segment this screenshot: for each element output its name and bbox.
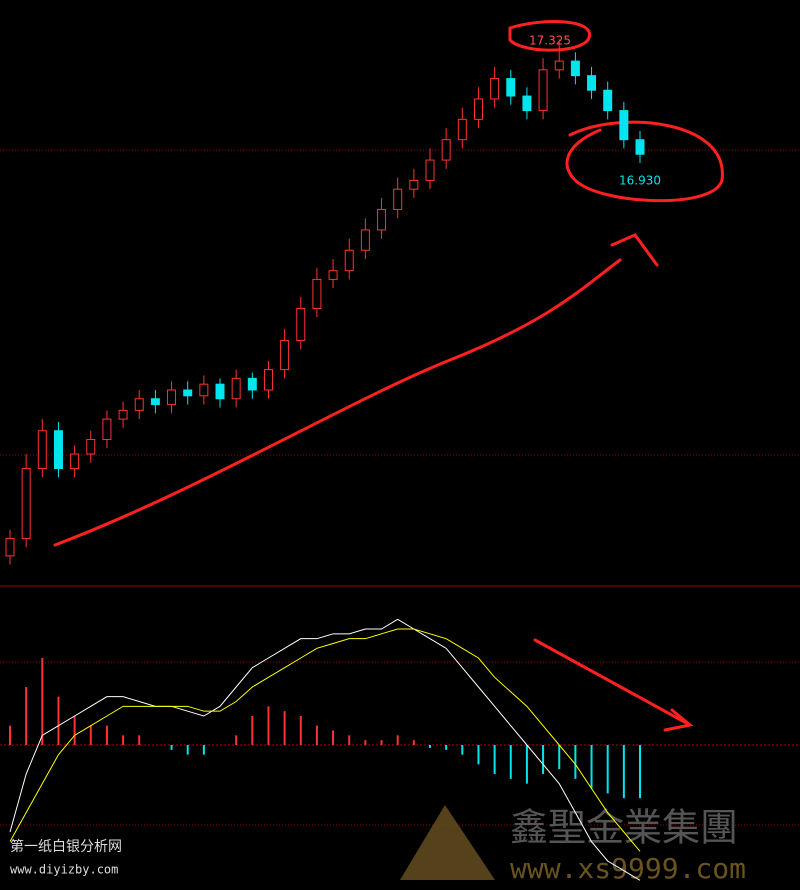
- candle-body: [53, 430, 63, 470]
- candle-body: [263, 369, 273, 391]
- candle-body: [619, 110, 629, 141]
- watermark: 鑫聖金業集團: [510, 806, 738, 850]
- candle-body: [441, 139, 451, 161]
- candle-body: [328, 270, 338, 280]
- macd-line: [9, 628, 641, 852]
- candle-body: [506, 78, 516, 97]
- candle-body: [393, 188, 403, 211]
- candle-body: [473, 98, 483, 120]
- high-annotation: 17.325: [529, 34, 571, 48]
- candle-body: [312, 278, 322, 310]
- macd-line: [9, 618, 641, 881]
- candle-body: [554, 60, 564, 71]
- candle-body: [280, 340, 290, 371]
- candle-body: [134, 398, 144, 411]
- candle-body: [37, 430, 47, 470]
- candle-body: [5, 537, 15, 557]
- candle-body: [603, 89, 613, 112]
- logo: [400, 805, 495, 880]
- watermark: www.diyizby.com: [10, 863, 118, 877]
- candle-body: [70, 453, 80, 470]
- candle-body: [344, 249, 354, 272]
- candle-body: [150, 398, 160, 406]
- watermark: 第一纸白银分析网: [10, 838, 122, 855]
- candle-body: [538, 69, 548, 112]
- candle-body: [86, 438, 96, 455]
- candle-body: [522, 95, 532, 112]
- candle-body: [490, 78, 500, 100]
- candle-body: [215, 383, 225, 400]
- candle-body: [360, 229, 370, 251]
- candle-body: [118, 409, 128, 420]
- candle-body: [570, 60, 580, 77]
- hand-drawings: [53, 20, 724, 732]
- candle-body: [167, 389, 177, 406]
- candle-body: [425, 159, 435, 181]
- guide-lines: [0, 149, 800, 826]
- candle-body: [21, 468, 31, 539]
- candle-body: [377, 209, 387, 231]
- candle-body: [296, 308, 306, 342]
- candle-body: [409, 179, 419, 190]
- candle-body: [587, 75, 597, 91]
- candle-body: [247, 377, 257, 391]
- candle-body: [635, 139, 645, 155]
- watermark: www.xs9999.com: [510, 852, 746, 885]
- low-annotation: 16.930: [619, 174, 661, 188]
- candle-body: [457, 118, 467, 141]
- candle-body: [231, 377, 241, 400]
- candle-body: [183, 389, 193, 397]
- candle-body: [102, 418, 112, 440]
- candle-body: [199, 383, 209, 397]
